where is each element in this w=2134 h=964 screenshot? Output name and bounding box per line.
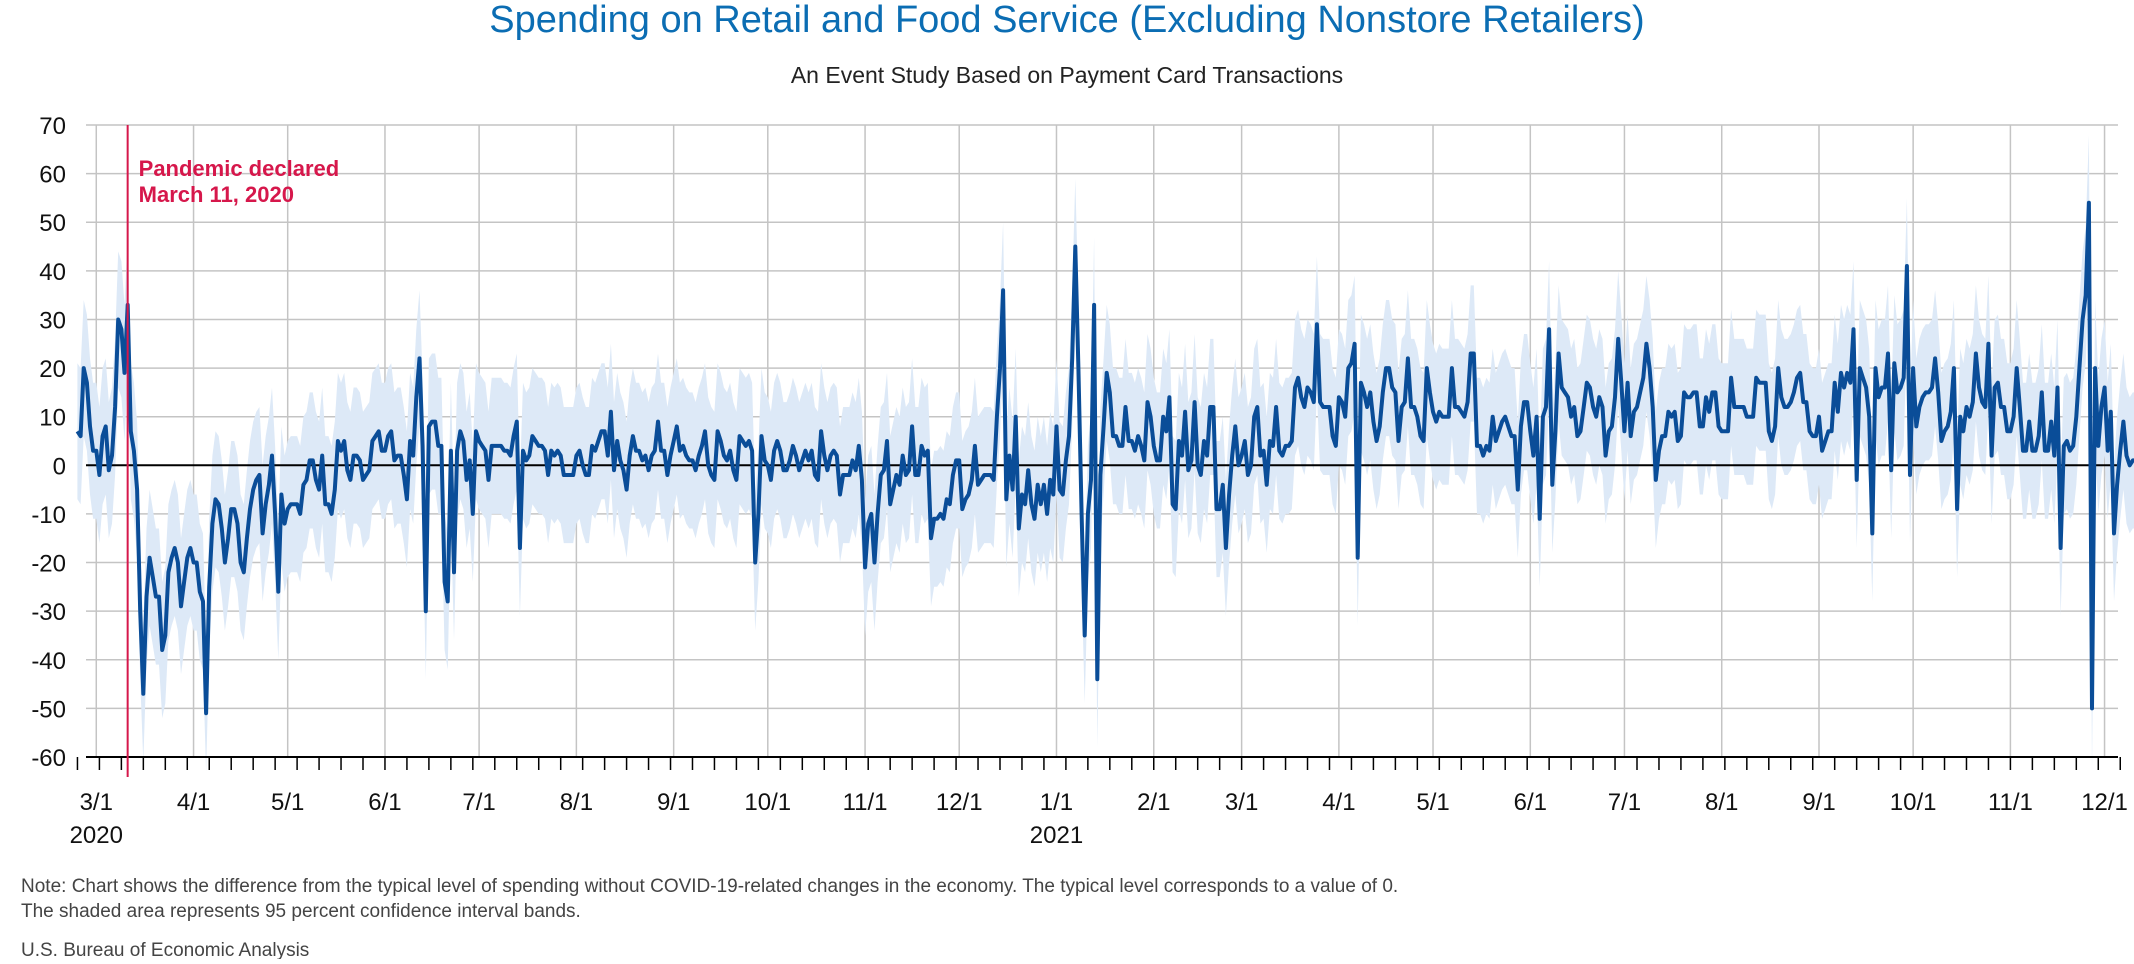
x-tick-label: 6/1: [368, 789, 401, 816]
x-tick-label: 2/1: [1137, 789, 1170, 816]
x-tick-label: 8/1: [1705, 789, 1738, 816]
y-tick-label: 10: [39, 405, 66, 432]
source-label: U.S. Bureau of Economic Analysis: [21, 940, 309, 959]
y-tick-label: 40: [39, 259, 66, 286]
x-year-label: 2020: [70, 822, 123, 849]
y-tick-label: -20: [31, 551, 66, 578]
series-line-layer: [75, 200, 2134, 716]
x-tick-label: 9/1: [1802, 789, 1835, 816]
x-tick-label: 10/1: [744, 789, 791, 816]
x-tick-label: 4/1: [177, 789, 210, 816]
x-tick-label: 12/1: [2081, 789, 2128, 816]
x-tick-label: 10/1: [1890, 789, 1937, 816]
x-axis: [76, 756, 2121, 770]
x-axis-tick-labels: 3/1 2020 4/1 5/1 6/1 7/1 8/1 9/1 10/1 11/1 12/1 1/1…: [70, 789, 2128, 849]
x-tick-label: 5/1: [271, 789, 304, 816]
x-tick-label: 9/1: [657, 789, 690, 816]
chart-note-line1: Note: Chart shows the difference from th…: [21, 876, 1398, 897]
event-label-line2: March 11, 2020: [139, 182, 294, 207]
y-tick-label: -10: [31, 502, 66, 529]
x-tick-label: 4/1: [1322, 789, 1355, 816]
y-tick-label: -60: [31, 745, 66, 772]
x-tick-label: 12/1: [936, 789, 983, 816]
x-tick-label: 7/1: [462, 789, 495, 816]
x-tick-label: 3/1: [80, 789, 113, 816]
chart-title: Spending on Retail and Food Service (Exc…: [489, 0, 1644, 41]
y-tick-label: 50: [39, 210, 66, 237]
y-axis-tick-labels: 70 60 50 40 30 20 10 0 -10 -20 -30 -40 -50 -60: [31, 113, 66, 772]
x-tick-label: 5/1: [1416, 789, 1449, 816]
x-tick-label: 1/1: [1040, 789, 1073, 816]
x-tick-label: 7/1: [1608, 789, 1641, 816]
event-marker: Pandemic declared March 11, 2020: [126, 125, 340, 777]
x-year-label: 2021: [1030, 822, 1083, 849]
x-tick-label: 11/1: [1988, 789, 2033, 816]
x-tick-label: 11/1: [843, 789, 888, 816]
x-tick-label: 8/1: [560, 789, 593, 816]
y-tick-label: 70: [39, 113, 66, 140]
x-tick-label: 6/1: [1514, 789, 1547, 816]
confidence-band: [77, 134, 2134, 772]
x-tick-label: 3/1: [1225, 789, 1258, 816]
y-tick-label: 0: [53, 453, 66, 480]
y-tick-label: 60: [39, 162, 66, 189]
confidence-band-layer: [77, 134, 2134, 772]
y-tick-label: 20: [39, 356, 66, 383]
chart-subtitle: An Event Study Based on Payment Card Tra…: [791, 62, 1343, 88]
y-tick-label: -30: [31, 599, 66, 626]
y-tick-label: -50: [31, 696, 66, 723]
series-line: [75, 200, 2134, 716]
y-tick-label: -40: [31, 648, 66, 675]
y-tick-label: 30: [39, 307, 66, 334]
event-label-line1: Pandemic declared: [139, 156, 340, 181]
chart-note-line2: The shaded area represents 95 percent co…: [21, 901, 581, 922]
